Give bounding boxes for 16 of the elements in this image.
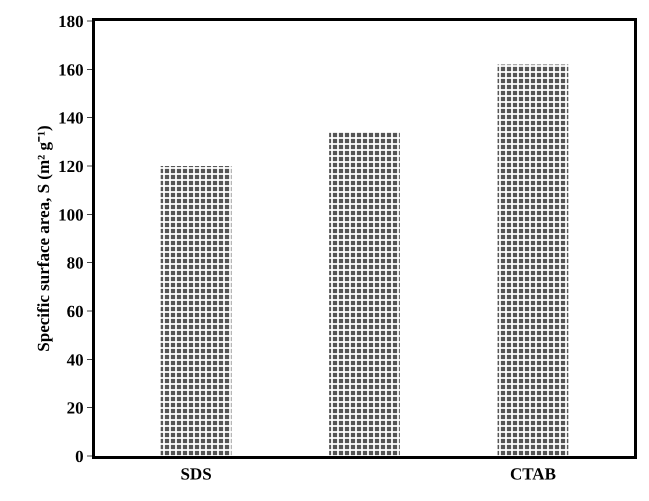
x-tick-label: SDS <box>180 464 212 484</box>
y-tick-label: 40 <box>66 350 84 370</box>
y-tick-label: 120 <box>58 156 84 176</box>
y-tick-label: 60 <box>66 302 84 321</box>
y-axis-title: Specific surface area, S (m² g⁻¹) <box>34 125 53 352</box>
y-tick-label: 80 <box>66 254 84 273</box>
bar <box>160 166 232 456</box>
y-tick-label: 20 <box>66 398 84 418</box>
y-tick-label: 180 <box>58 12 84 31</box>
y-tick-label: 140 <box>58 108 84 128</box>
bar <box>329 132 400 456</box>
y-tick-label: 160 <box>58 60 84 80</box>
y-tick-label: 100 <box>58 205 84 224</box>
y-tick-label: 0 <box>75 446 84 466</box>
x-tick-label: CTAB <box>510 464 556 484</box>
bar <box>498 64 568 456</box>
